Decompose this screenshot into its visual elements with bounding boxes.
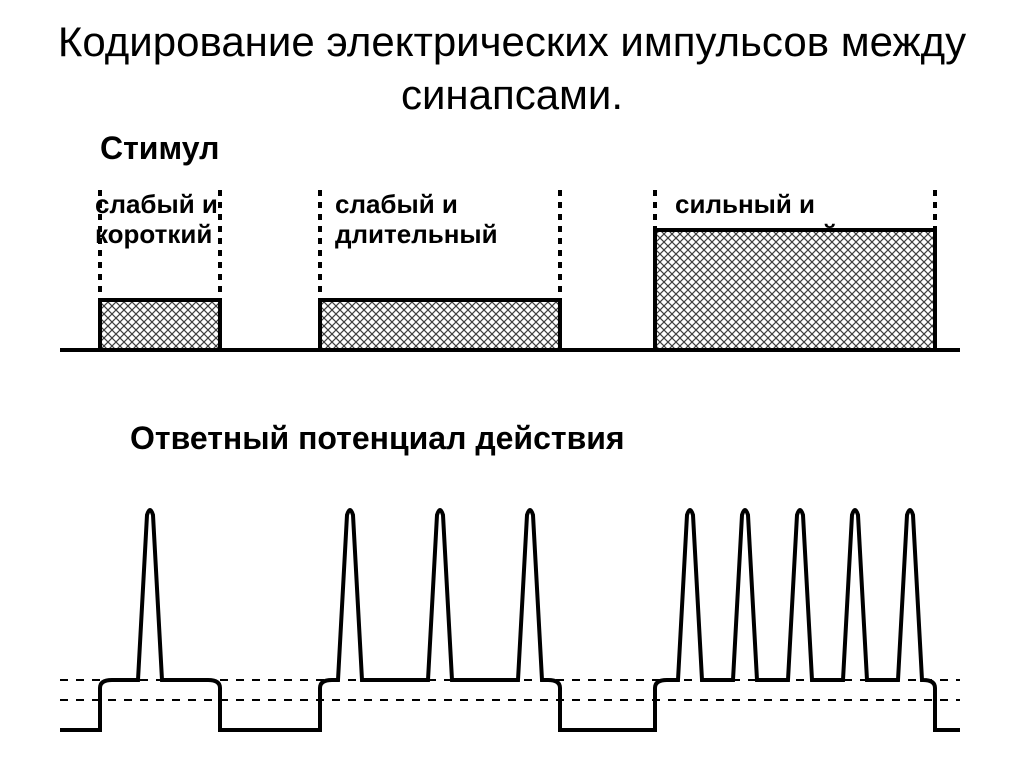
slide-title: Кодирование электрических импульсов межд… [0, 0, 1024, 121]
response-chart [40, 130, 984, 750]
diagram-area: Стимул слабый и короткий слабый и длител… [40, 130, 984, 750]
